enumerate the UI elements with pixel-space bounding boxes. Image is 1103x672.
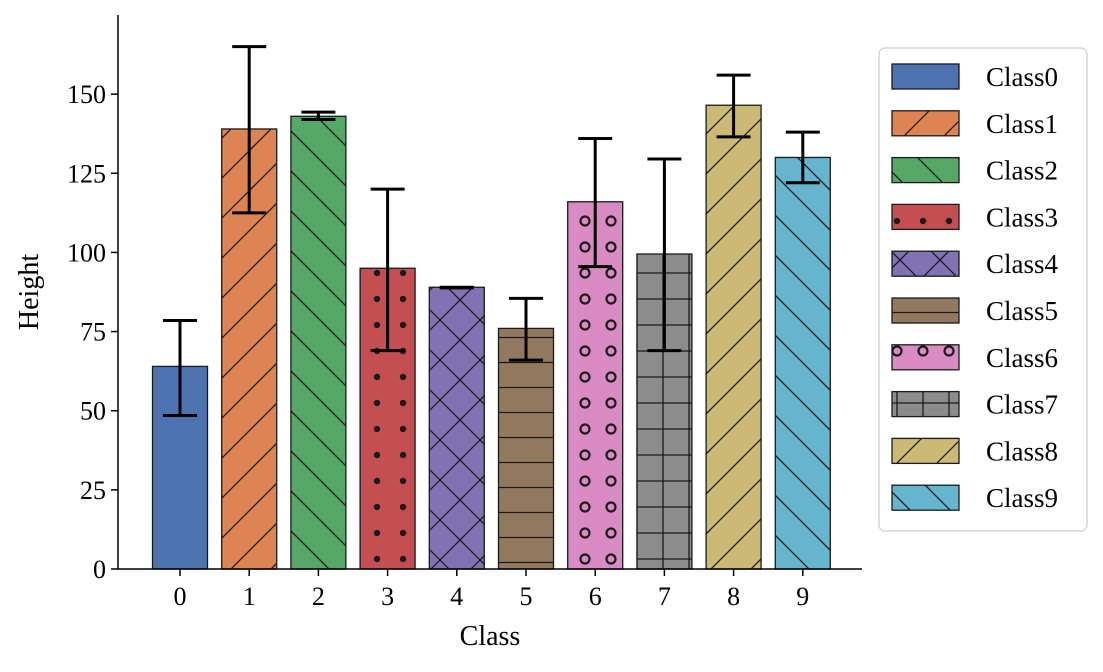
bar-class-4 xyxy=(428,286,485,570)
legend-item-class3: Class3 xyxy=(891,202,1058,232)
legend-label: Class1 xyxy=(986,109,1058,139)
bars-layer xyxy=(151,104,831,570)
bar-hatch xyxy=(775,157,831,569)
error-bar-class-5 xyxy=(509,296,543,362)
y-axis-label: Height xyxy=(14,254,45,330)
error-bar-class-6 xyxy=(578,136,613,269)
legend-label: Class0 xyxy=(986,62,1058,92)
y-ticks: 0 25 50 75 100 125 150 xyxy=(67,80,118,584)
x-tick-label: 8 xyxy=(727,582,740,611)
bar-class-2 xyxy=(290,115,347,570)
error-bars-layer xyxy=(163,45,820,417)
error-bar-class-2 xyxy=(301,110,336,121)
bar-class-5 xyxy=(497,327,555,570)
legend-item-class5: Class5 xyxy=(891,296,1058,326)
x-tick-label: 3 xyxy=(381,582,394,611)
legend-swatch-hatch xyxy=(892,157,959,183)
x-tick-label: 7 xyxy=(658,582,671,611)
legend: Class0 Class1 Class2 Class3 Class4 Class5 Clas… xyxy=(878,47,1088,532)
legend-item-class1: Class1 xyxy=(891,109,1058,139)
legend-item-class8: Class8 xyxy=(891,436,1058,466)
y-tick-label: 25 xyxy=(80,476,106,505)
bar-hatch xyxy=(429,287,485,569)
legend-item-class2: Class2 xyxy=(891,156,1058,186)
y-tick-label: 0 xyxy=(93,555,106,584)
legend-label: Class3 xyxy=(986,202,1058,232)
bar-class-9 xyxy=(774,156,831,570)
legend-swatch-hatch xyxy=(892,298,959,323)
legend-item-class4: Class4 xyxy=(891,249,1059,279)
legend-swatch-outline xyxy=(891,297,960,324)
x-tick-label: 9 xyxy=(796,582,809,611)
legend-swatch-outline xyxy=(891,250,960,277)
legend-items: Class0 Class1 Class2 Class3 Class4 Class5 Clas… xyxy=(891,62,1059,513)
legend-swatch-outline xyxy=(891,110,960,137)
legend-label: Class8 xyxy=(986,436,1058,466)
legend-item-class0: Class0 xyxy=(891,62,1058,92)
error-bar-class-4 xyxy=(439,285,474,290)
legend-label: Class5 xyxy=(986,296,1058,326)
legend-label: Class6 xyxy=(986,343,1058,373)
y-tick-label: 50 xyxy=(80,397,106,426)
error-bar-class-8 xyxy=(716,73,751,139)
legend-swatch-hatch xyxy=(892,110,959,136)
error-bar-class-1 xyxy=(232,45,267,215)
y-tick-label: 125 xyxy=(67,159,106,188)
legend-swatch xyxy=(892,64,959,89)
legend-swatch-hatch xyxy=(892,204,959,230)
legend-swatch-hatch xyxy=(892,391,959,417)
legend-swatch-outline xyxy=(891,156,960,184)
bar-class-7 xyxy=(636,253,693,570)
y-tick-label: 150 xyxy=(67,80,106,109)
axes-layer xyxy=(117,15,862,570)
legend-item-class9: Class9 xyxy=(891,483,1058,513)
y-tick-label: 75 xyxy=(80,318,106,347)
error-bar-class-3 xyxy=(370,187,405,353)
error-bar-class-7 xyxy=(647,157,682,353)
legend-swatch-hatch xyxy=(892,251,959,277)
x-tick-label: 5 xyxy=(520,582,533,611)
error-bar-class-0 xyxy=(163,318,197,417)
bar-class-8 xyxy=(705,104,762,570)
error-bar-class-9 xyxy=(785,130,820,185)
legend-swatch-outline xyxy=(891,63,960,90)
legend-swatch-outline xyxy=(891,390,960,418)
x-ticks: 0 1 2 3 4 5 6 7 8 9 xyxy=(174,569,809,611)
x-tick-label: 2 xyxy=(312,582,325,611)
legend-swatch-hatch xyxy=(892,485,959,511)
legend-item-class6: Class6 xyxy=(891,343,1058,373)
legend-swatch-outline xyxy=(891,484,960,511)
bar-hatch xyxy=(290,116,346,569)
x-axis-label: Class xyxy=(460,621,521,652)
x-tick-label: 6 xyxy=(589,582,602,611)
x-tick-label: 0 xyxy=(174,582,187,611)
legend-swatch-outline xyxy=(891,437,960,465)
x-tick-label: 4 xyxy=(450,582,463,611)
legend-item-class7: Class7 xyxy=(891,390,1058,420)
legend-swatch-outline xyxy=(891,344,960,371)
y-tick-label: 100 xyxy=(67,238,106,267)
legend-label: Class7 xyxy=(986,390,1058,420)
legend-label: Class9 xyxy=(986,483,1058,513)
legend-swatch-hatch xyxy=(892,438,959,464)
legend-swatch-hatch xyxy=(892,344,959,370)
bar-hatch xyxy=(498,328,554,569)
legend-swatch-outline xyxy=(891,203,960,231)
x-tick-label: 1 xyxy=(243,582,256,611)
legend-label: Class4 xyxy=(986,249,1059,279)
legend-label: Class2 xyxy=(986,156,1058,186)
bar-hatch xyxy=(706,105,762,570)
